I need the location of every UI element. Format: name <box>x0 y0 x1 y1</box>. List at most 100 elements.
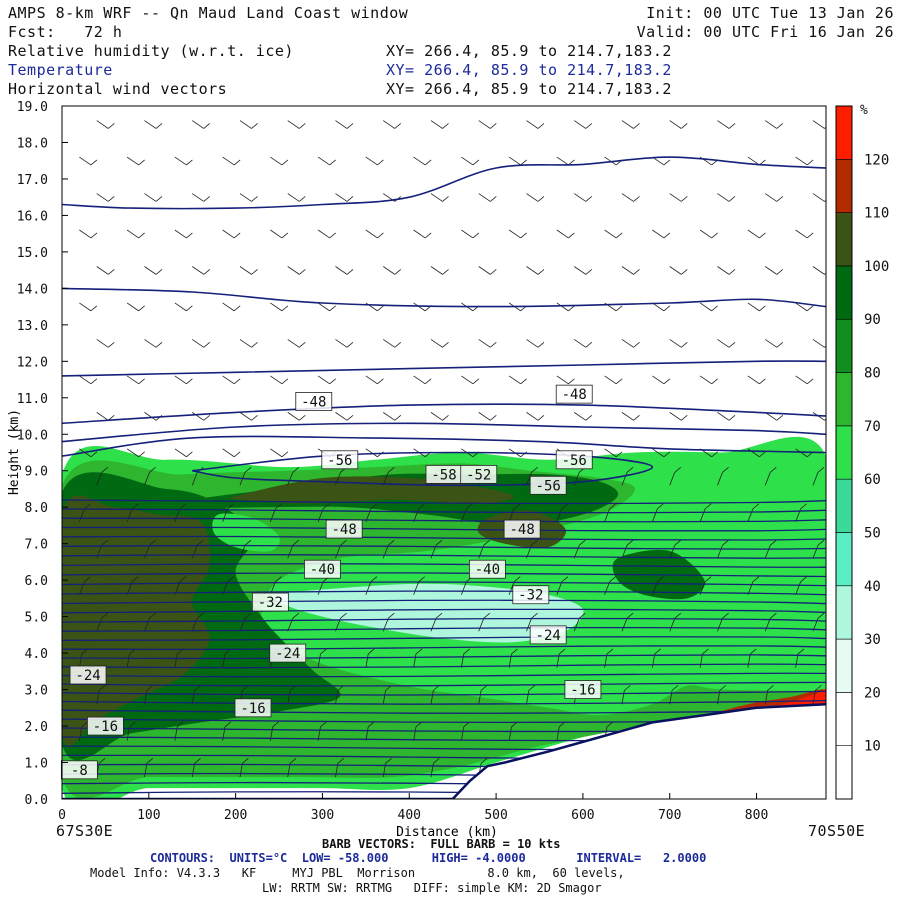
contour-label-box <box>325 519 363 539</box>
wind-barb-flag <box>418 503 425 510</box>
contour-label-layer: -48 -48-56 -56-58 -52-56-48 -48-40 -40-32 -32-… <box>60 384 602 780</box>
contour-label: -40 <box>475 562 500 578</box>
contour-label-box <box>529 625 567 645</box>
colorbar-tick-label: 60 <box>864 472 881 488</box>
wind-barb <box>335 193 348 202</box>
x-tick-label: 500 <box>484 808 507 823</box>
contour-label: -48 <box>332 522 357 538</box>
wind-barb-flag <box>340 539 347 546</box>
wind-barb <box>222 156 235 166</box>
contour-label-box <box>69 665 107 685</box>
wind-barb <box>192 120 205 129</box>
wind-barb <box>717 472 723 486</box>
wind-barb-flag <box>606 648 614 655</box>
wind-barb-flag <box>322 503 330 510</box>
wind-barb <box>478 339 491 348</box>
wind-barb <box>526 690 530 705</box>
wind-barb <box>222 448 235 458</box>
wind-barb-flag <box>663 159 671 166</box>
wind-barb-flag <box>537 123 545 129</box>
wind-barb <box>144 266 157 275</box>
wind-barb-flag <box>203 196 211 202</box>
wind-barb-flag <box>681 414 688 421</box>
wind-barb-flag <box>337 758 345 764</box>
contour-label-box <box>87 716 124 736</box>
wind-barb <box>317 581 324 595</box>
wind-barb <box>508 581 515 595</box>
wind-barb-flag <box>203 342 211 348</box>
wind-barb <box>239 545 246 559</box>
contour-label-box <box>295 392 333 411</box>
wind-barb <box>508 726 512 741</box>
wind-barb <box>478 120 491 129</box>
wind-barb-flag <box>320 721 327 728</box>
wind-barb-flag <box>770 466 777 473</box>
wind-barb-flag <box>663 305 671 312</box>
wind-barb <box>621 120 634 129</box>
wind-barb-flag <box>472 232 480 239</box>
wind-barb <box>699 229 712 239</box>
wind-barb-flag <box>817 466 825 473</box>
wind-barb-flag <box>681 196 688 202</box>
wind-barb <box>765 339 778 348</box>
wind-barb-flag <box>424 378 432 385</box>
colorbar-swatch <box>835 265 853 320</box>
wind-barb-flag <box>711 305 718 312</box>
y-tick-label: 5.0 <box>25 611 48 626</box>
x-tick-label: 700 <box>658 808 681 823</box>
x-tick-label: 0 <box>58 808 66 823</box>
wind-barb-flag <box>568 232 575 239</box>
terrain-layer <box>62 702 826 799</box>
wind-barb <box>191 472 198 486</box>
wind-barb <box>222 508 229 522</box>
humidity-region <box>658 689 826 724</box>
wind-barb-flag <box>442 269 449 275</box>
x-tick-label: 300 <box>311 808 334 823</box>
wind-barb-flag <box>537 342 545 348</box>
wind-barb <box>317 302 330 312</box>
wind-barb-flag <box>108 196 115 202</box>
wind-barb-flag <box>329 232 336 239</box>
wind-barb-flag <box>244 466 252 473</box>
wind-barb-flag <box>251 342 258 348</box>
wind-barb-flag <box>759 451 766 458</box>
wind-barb <box>365 653 369 668</box>
wind-barb <box>699 375 712 385</box>
wind-barb-flag <box>186 378 193 385</box>
wind-barb-flag <box>531 539 538 546</box>
colorbar-swatch <box>835 425 853 480</box>
temperature-contour <box>62 526 826 532</box>
wind-barb <box>526 193 539 202</box>
wind-barb-flag <box>806 305 814 312</box>
wind-barb-flag <box>81 721 88 728</box>
wind-barb <box>747 156 760 166</box>
colorbar-swatch <box>835 692 853 746</box>
wind-barb <box>79 229 92 239</box>
wind-barb <box>573 472 580 486</box>
valid-time: Valid: 00 UTC Fri 16 Jan 26 <box>636 23 894 41</box>
wind-barb-flag <box>272 721 279 728</box>
wind-barb-flag <box>633 414 640 421</box>
wind-barb <box>717 266 730 275</box>
wind-barb-flag <box>186 159 193 166</box>
terrain-outline <box>62 702 826 799</box>
wind-barb <box>812 339 825 348</box>
y-axis: 0.0 1.0 2.0 3.0 4.0 5.0 6.0 7.0 8.0 9.0 10.0 11.0 12… <box>17 100 68 808</box>
wind-barb-flag <box>289 758 297 764</box>
wind-barb-flag <box>472 378 480 385</box>
wind-barb-flag <box>176 721 184 728</box>
wind-barb-flag <box>657 576 664 583</box>
y-tick-label: 2.0 <box>25 720 48 735</box>
contour-label: -56 <box>562 453 587 469</box>
wind-barb-flag <box>442 414 449 421</box>
wind-barb-flag <box>520 159 527 166</box>
wind-barb <box>382 545 389 559</box>
contour-label: -24 <box>75 668 100 684</box>
wind-barb-flag <box>377 378 384 385</box>
wind-barb <box>287 412 300 421</box>
wind-barb <box>604 375 617 385</box>
wind-barb-flag <box>776 414 784 421</box>
wind-barb-flag <box>329 305 336 312</box>
field-label-humidity: Relative humidity (w.r.t. ice) <box>8 42 294 60</box>
temperature-contour <box>62 435 826 457</box>
